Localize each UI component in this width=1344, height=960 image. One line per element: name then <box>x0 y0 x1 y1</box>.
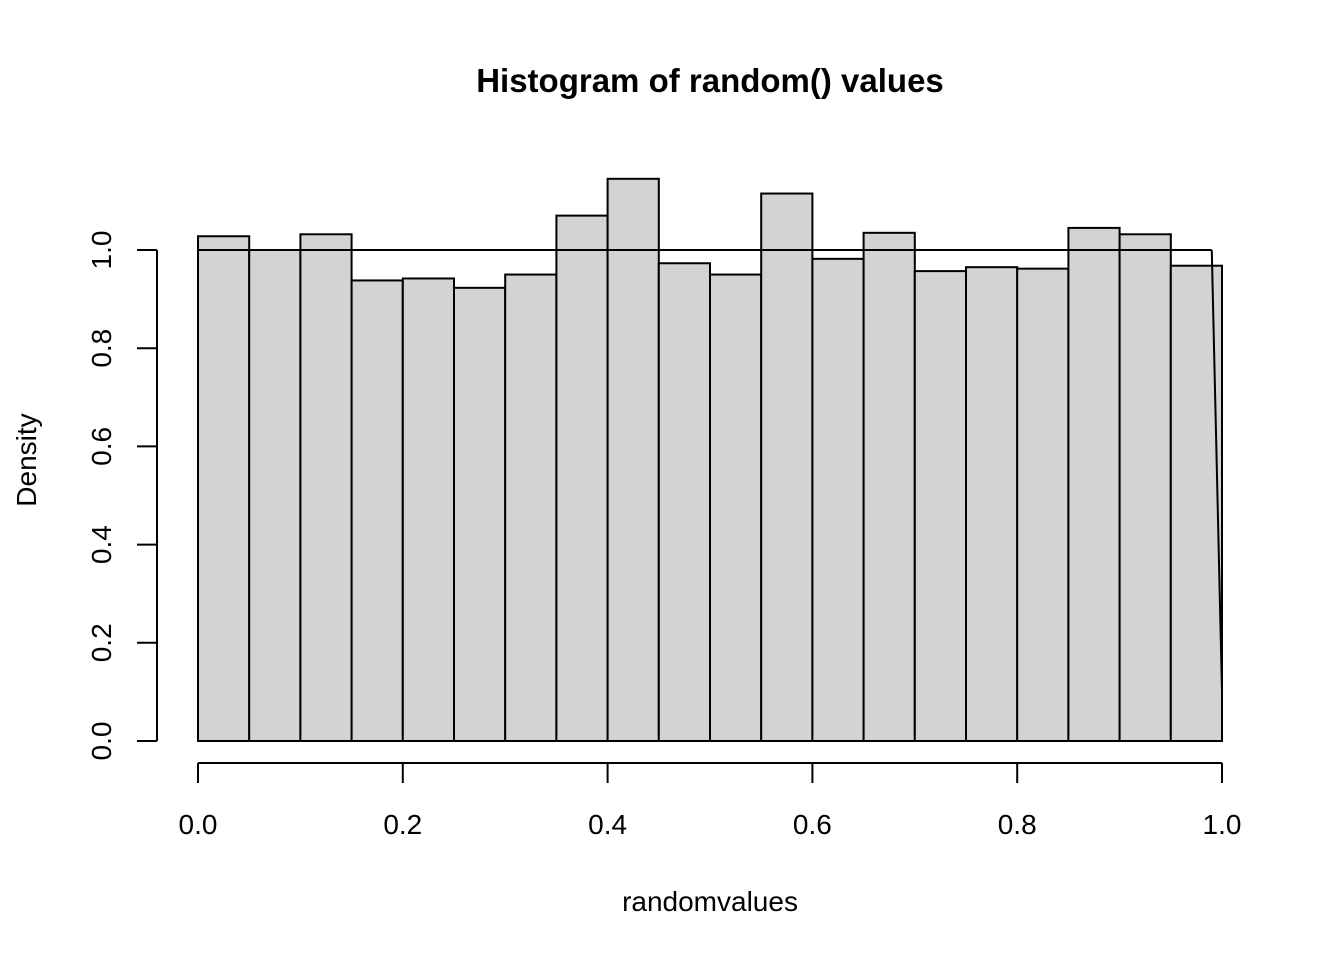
histogram-bar <box>657 262 711 742</box>
histogram-bar <box>248 249 302 742</box>
histogram-bar <box>299 233 353 742</box>
histogram-bar <box>504 273 558 742</box>
x-tick-label: 0.4 <box>588 809 627 840</box>
histogram-bar <box>555 214 609 742</box>
y-tick-label: 0.6 <box>86 427 117 466</box>
reference-line <box>198 249 1223 692</box>
histogram-bar <box>197 235 251 742</box>
x-tick-label: 0.0 <box>179 809 218 840</box>
y-tick-label: 0.2 <box>86 623 117 662</box>
y-tick-label: 0.4 <box>86 525 117 564</box>
x-tick-label: 0.2 <box>383 809 422 840</box>
histogram-bar <box>965 266 1019 742</box>
histogram-bar <box>862 231 916 742</box>
x-tick-label: 1.0 <box>1203 809 1242 840</box>
histogram-bar <box>1118 233 1172 742</box>
histogram-bar <box>811 257 865 742</box>
x-axis: 0.0 0.2 0.4 0.6 0.8 1.0 <box>179 762 1242 840</box>
y-axis-label: Density <box>11 413 42 506</box>
x-tick-label: 0.6 <box>793 809 832 840</box>
y-tick-label: 1.0 <box>86 231 117 270</box>
histogram-bar <box>350 279 404 742</box>
histogram-bar <box>709 273 763 742</box>
histogram-bars <box>197 177 1224 743</box>
y-tick-label: 0.0 <box>86 722 117 761</box>
histogram-bar <box>760 192 814 743</box>
y-axis: 0.0 0.2 0.4 0.6 0.8 1.0 <box>86 231 158 761</box>
y-tick-label: 0.8 <box>86 329 117 368</box>
x-axis-label: randomvalues <box>622 886 798 917</box>
histogram-bar <box>1016 267 1070 742</box>
x-tick-label: 0.8 <box>998 809 1037 840</box>
histogram-bar <box>401 277 455 742</box>
chart-title: Histogram of random() values <box>476 62 944 99</box>
histogram-bar <box>913 270 967 742</box>
histogram-bar <box>453 286 507 742</box>
density-line-drop <box>1210 249 1223 692</box>
histogram-bar <box>606 177 660 742</box>
histogram-bar <box>1067 226 1121 742</box>
